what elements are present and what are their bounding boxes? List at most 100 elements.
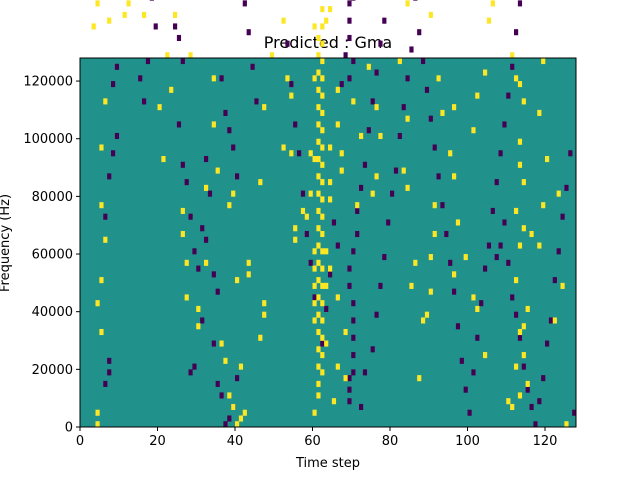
heatmap-cell-low bbox=[366, 127, 371, 134]
heatmap-cell-high bbox=[486, 17, 492, 24]
heatmap-cell-high bbox=[316, 328, 321, 336]
heatmap-cell-low bbox=[304, 230, 309, 238]
heatmap-cell-low bbox=[347, 375, 352, 382]
heatmap-cell-high bbox=[211, 121, 216, 128]
heatmap-cell-low bbox=[215, 288, 220, 295]
heatmap-cell-low bbox=[506, 92, 511, 99]
heatmap-cell-high bbox=[99, 202, 104, 209]
heatmap-cell-high bbox=[537, 109, 542, 116]
heatmap-cell-high bbox=[180, 230, 185, 238]
heatmap-cell-high bbox=[161, 156, 166, 163]
heatmap-cell-high bbox=[219, 340, 224, 347]
heatmap-cell-high bbox=[335, 294, 340, 301]
heatmap-cell-low bbox=[114, 63, 120, 70]
heatmap-cell-high bbox=[180, 207, 185, 214]
heatmap-cell-low bbox=[351, 58, 356, 65]
heatmap-cell-high bbox=[304, 213, 309, 220]
heatmap-cell-low bbox=[320, 340, 325, 347]
heatmap-cell-high bbox=[324, 17, 329, 24]
heatmap-cell-high bbox=[231, 403, 236, 411]
heatmap-cell-low bbox=[347, 34, 352, 42]
heatmap-cells bbox=[80, 0, 577, 428]
heatmap-cell-low bbox=[149, 0, 154, 1]
heatmap-cell-high bbox=[517, 81, 523, 88]
heatmap-cell-high bbox=[359, 132, 364, 140]
heatmap-cell-high bbox=[320, 317, 325, 324]
heatmap-cell-low bbox=[378, 282, 383, 289]
heatmap-cell-low bbox=[444, 230, 449, 238]
heatmap-cell-low bbox=[223, 421, 228, 428]
heatmap-cell-low bbox=[328, 271, 333, 278]
heatmap-cell-high bbox=[339, 150, 344, 157]
heatmap-cell-high bbox=[316, 277, 321, 284]
heatmap-cell-low bbox=[440, 202, 445, 209]
heatmap-cell-high bbox=[285, 75, 290, 82]
heatmap-cell-low bbox=[517, 0, 523, 7]
x-tick-label: 80 bbox=[382, 434, 399, 449]
heatmap-cell-high bbox=[405, 184, 410, 191]
heatmap-cell-low bbox=[413, 0, 418, 1]
x-tick-label: 60 bbox=[304, 434, 321, 449]
heatmap-cell-low bbox=[111, 150, 116, 157]
heatmap-cell-low bbox=[374, 69, 379, 76]
heatmap-cell-high bbox=[483, 352, 488, 359]
heatmap-cell-low bbox=[448, 259, 453, 266]
heatmap-cell-high bbox=[246, 259, 251, 266]
heatmap-cell-high bbox=[475, 305, 480, 312]
heatmap-cell-high bbox=[320, 282, 325, 289]
heatmap-cell-low bbox=[494, 254, 499, 261]
y-tick-label: 20000 bbox=[32, 363, 73, 378]
heatmap-cell-low bbox=[103, 380, 108, 387]
y-axis-label: Frequency (Hz) bbox=[0, 194, 13, 292]
heatmap-cell-low bbox=[421, 58, 426, 65]
heatmap-cell-high bbox=[312, 317, 317, 324]
heatmap-cell-high bbox=[316, 86, 321, 93]
heatmap-cell-high bbox=[517, 242, 523, 249]
heatmap-cell-high bbox=[405, 115, 410, 122]
heatmap-cell-high bbox=[308, 150, 313, 157]
heatmap-cell-high bbox=[343, 328, 348, 336]
heatmap-cell-high bbox=[262, 104, 267, 111]
heatmap-cell-low bbox=[219, 75, 224, 82]
heatmap-cell-high bbox=[514, 277, 519, 284]
heatmap-cell-low bbox=[514, 311, 519, 318]
heatmap-cell-high bbox=[316, 294, 321, 301]
heatmap-cell-low bbox=[107, 173, 112, 180]
heatmap-cell-low bbox=[347, 386, 352, 393]
heatmap-cell-high bbox=[312, 282, 317, 289]
heatmap-cell-high bbox=[417, 375, 422, 382]
heatmap-cell-high bbox=[262, 300, 267, 307]
heatmap-cell-high bbox=[320, 58, 325, 65]
heatmap-cell-low bbox=[176, 121, 182, 128]
heatmap-cell-low bbox=[242, 0, 247, 7]
heatmap-cell-low bbox=[324, 305, 329, 312]
heatmap-cell-high bbox=[537, 242, 542, 249]
heatmap-cell-high bbox=[320, 213, 325, 220]
heatmap-cell-high bbox=[316, 121, 321, 128]
heatmap-cell-low bbox=[359, 403, 364, 411]
heatmap-cell-low bbox=[335, 242, 340, 249]
x-tick-label: 20 bbox=[149, 434, 166, 449]
heatmap-cell-high bbox=[401, 167, 406, 174]
heatmap-cell-high bbox=[424, 311, 430, 318]
heatmap-cell-high bbox=[316, 156, 321, 163]
heatmap-cell-high bbox=[510, 403, 515, 411]
heatmap-cell-low bbox=[351, 0, 356, 1]
heatmap-cell-low bbox=[409, 46, 414, 53]
heatmap-cell-high bbox=[103, 98, 108, 105]
heatmap-cell-high bbox=[312, 23, 317, 30]
heatmap-cell-high bbox=[324, 282, 329, 289]
heatmap-cell-high bbox=[541, 58, 546, 65]
heatmap-cell-high bbox=[448, 150, 453, 157]
heatmap-cell-low bbox=[541, 375, 546, 382]
heatmap-cell-high bbox=[564, 421, 569, 428]
heatmap-cell-low bbox=[428, 115, 433, 122]
heatmap-cell-low bbox=[525, 386, 530, 393]
heatmap-cell-high bbox=[374, 173, 379, 180]
heatmap-cell-high bbox=[320, 369, 325, 376]
heatmap-cell-high bbox=[91, 23, 96, 30]
heatmap-cell-low bbox=[289, 81, 294, 88]
heatmap-cell-high bbox=[312, 248, 317, 255]
heatmap-cell-high bbox=[320, 161, 325, 168]
